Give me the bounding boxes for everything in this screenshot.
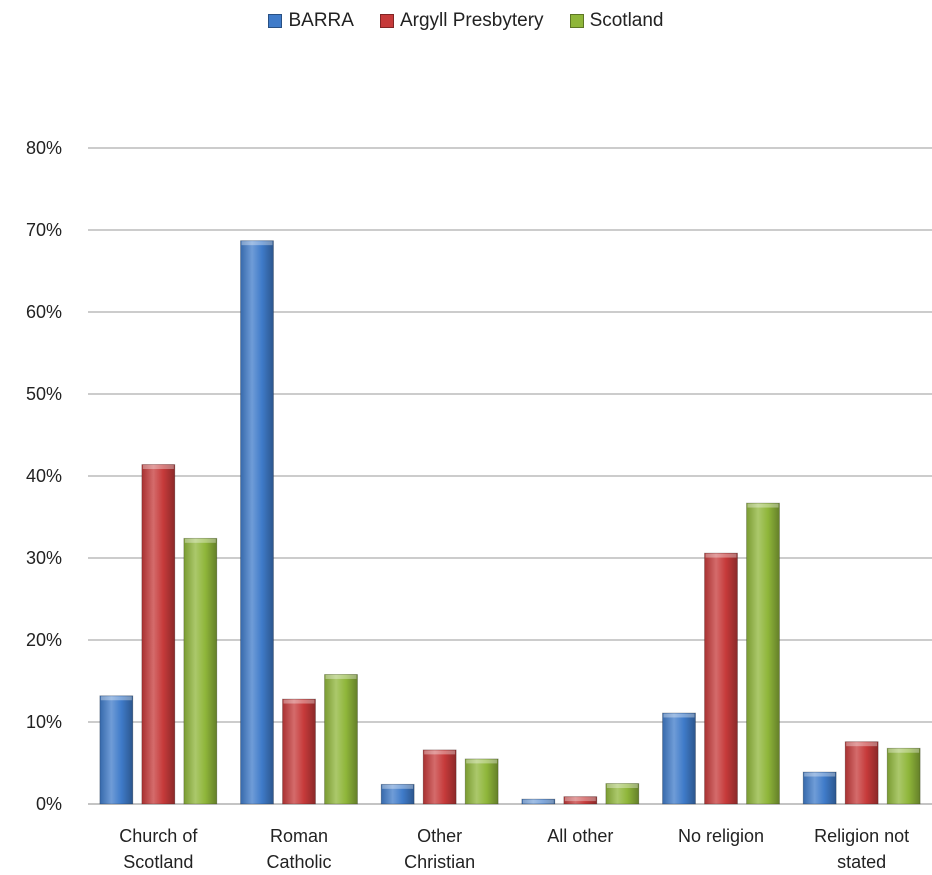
bar-scotland <box>605 783 640 805</box>
bar-highlight <box>325 674 357 679</box>
bar-highlight <box>888 748 920 753</box>
bar-highlight <box>606 784 638 788</box>
y-tick-label: 0% <box>36 794 62 814</box>
legend-label-scotland: Scotland <box>589 10 664 31</box>
legend-swatch-argyll <box>379 14 394 28</box>
bar-highlight <box>382 784 414 789</box>
bar-highlight <box>705 553 737 558</box>
y-tick-label: 50% <box>26 384 62 404</box>
legend-label-argyll: Argyll Presbytery <box>399 10 544 31</box>
bar-highlight <box>804 772 836 777</box>
bar-argyll-presbytery <box>704 552 738 805</box>
bar-highlight <box>142 465 174 470</box>
bar-scotland <box>886 747 921 805</box>
bar-highlight <box>564 797 596 802</box>
bar-barra <box>662 712 696 805</box>
bar-highlight <box>663 713 695 718</box>
y-tick-label: 20% <box>26 630 62 650</box>
bar-barra <box>380 783 415 805</box>
legend-swatch-scotland <box>569 14 584 28</box>
legend-item-barra: BARRA <box>268 10 354 32</box>
bar-argyll-presbytery <box>844 741 879 805</box>
bar-scotland <box>746 502 780 805</box>
legend-swatch-barra <box>268 14 283 28</box>
x-category-label: Church of Scotland <box>119 826 198 872</box>
bar-highlight <box>283 699 315 704</box>
bar-highlight <box>184 538 216 543</box>
bar-highlight <box>846 742 878 747</box>
legend-item-argyll: Argyll Presbytery <box>379 10 544 32</box>
bar-barra <box>240 240 274 805</box>
y-tick-label: 70% <box>26 220 62 240</box>
y-tick-label: 60% <box>26 302 62 322</box>
bar-argyll-presbytery <box>282 698 316 805</box>
bar-scotland <box>183 537 218 805</box>
legend-label-barra: BARRA <box>288 10 354 31</box>
bars <box>99 240 921 805</box>
legend-item-scotland: Scotland <box>569 10 664 32</box>
bar-highlight <box>466 759 498 764</box>
bar-scotland <box>464 758 499 805</box>
x-category-label: All other <box>547 826 613 846</box>
gridlines <box>88 147 932 805</box>
bar-highlight <box>241 241 273 246</box>
bar-argyll-presbytery <box>563 796 598 805</box>
x-category-label: Other Christian <box>404 826 475 872</box>
bar-barra <box>802 771 837 805</box>
bar-highlight <box>424 750 456 755</box>
bar-barra <box>521 798 556 805</box>
bar-barra <box>99 695 134 805</box>
bar-highlight <box>747 503 779 508</box>
bar-scotland <box>324 674 358 805</box>
y-tick-label: 30% <box>26 548 62 568</box>
bar-argyll-presbytery <box>141 464 176 805</box>
bar-highlight <box>100 696 132 701</box>
y-tick-label: 80% <box>26 138 62 158</box>
y-tick-label: 10% <box>26 712 62 732</box>
x-category-label: Roman Catholic <box>266 826 331 872</box>
x-category-label: No religion <box>678 826 764 846</box>
bar-highlight <box>522 799 554 804</box>
chart-legend: BARRA Argyll Presbytery Scotland <box>0 10 932 32</box>
bar-argyll-presbytery <box>422 749 457 805</box>
x-category-label: Religion not stated <box>814 826 909 872</box>
y-tick-label: 40% <box>26 466 62 486</box>
x-axis-category-labels: Church of Scotland Roman Catholic Other Chris… <box>119 826 909 872</box>
y-axis-tick-labels: 0% 10% 20% 30% 40% 50% 60% 70% 80% <box>26 138 62 814</box>
